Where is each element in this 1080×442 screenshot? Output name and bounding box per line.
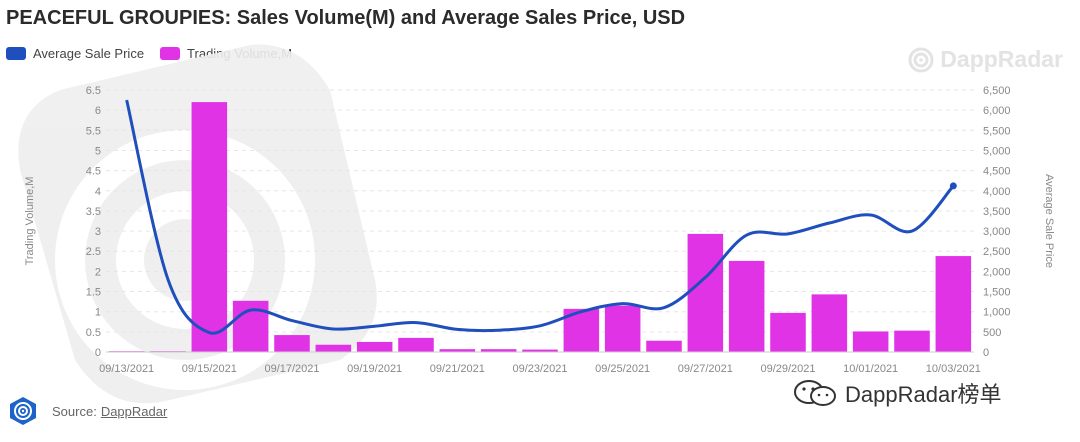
right-tick-label: 0 <box>983 347 989 359</box>
right-tick-label: 5,000 <box>983 145 1011 157</box>
legend-label-price: Average Sale Price <box>33 46 145 61</box>
wechat-watermark: DappRadar榜单 <box>791 377 1002 409</box>
price-end-marker[interactable] <box>949 182 957 190</box>
right-tick-label: 4,000 <box>983 186 1011 198</box>
right-tick-label: 2,500 <box>983 246 1011 258</box>
x-tick-label: 09/25/2021 <box>595 363 650 375</box>
chart-title: PEACEFUL GROUPIES: Sales Volume(M) and A… <box>6 7 686 29</box>
right-tick-label: 3,500 <box>983 206 1011 218</box>
x-tick-label: 09/27/2021 <box>678 363 733 375</box>
volume-bar[interactable] <box>687 233 724 352</box>
volume-bar[interactable] <box>646 340 682 352</box>
volume-bar[interactable] <box>811 294 848 352</box>
right-tick-label: 5,500 <box>983 125 1011 137</box>
x-tick-label: 09/15/2021 <box>182 363 237 375</box>
x-tick-label: 09/23/2021 <box>512 363 567 375</box>
dappradar-logo-icon <box>908 47 934 72</box>
source-prefix: Source: <box>52 403 97 419</box>
left-tick-label: 0.5 <box>86 327 101 339</box>
right-tick-label: 2,000 <box>983 266 1011 278</box>
volume-bar[interactable] <box>191 102 228 352</box>
volume-bar[interactable] <box>439 349 476 352</box>
left-tick-label: 1.5 <box>86 287 101 299</box>
left-tick-label: 2.5 <box>86 246 101 258</box>
volume-bar[interactable] <box>728 260 765 352</box>
left-tick-label: 4 <box>95 186 101 198</box>
volume-bar[interactable] <box>522 349 558 352</box>
x-tick-label: 09/21/2021 <box>430 363 485 375</box>
left-tick-label: 3.5 <box>86 206 101 218</box>
right-tick-label: 1,000 <box>983 307 1011 319</box>
left-axis-ticks: 0 0.5 1 1.5 2 2.5 3 3.5 4 4.5 5 5.5 6 6.5 <box>86 85 101 359</box>
wechat-icon <box>794 380 836 406</box>
right-tick-label: 6,000 <box>983 105 1011 117</box>
legend-item-price[interactable]: Average Sale Price <box>6 46 144 61</box>
x-tick-label: 09/17/2021 <box>264 363 319 375</box>
x-tick-label: 09/29/2021 <box>760 363 815 375</box>
price-line-path[interactable] <box>125 99 955 335</box>
right-axis-title: Average Sale Price <box>1043 174 1055 268</box>
x-tick-label: 10/03/2021 <box>926 363 981 375</box>
legend-swatch-volume <box>160 47 181 60</box>
brand-logo: DappRadar <box>908 46 1063 73</box>
left-tick-label: 6 <box>95 105 101 117</box>
volume-bar[interactable] <box>770 312 806 352</box>
left-tick-label: 2 <box>95 266 101 278</box>
source-footer: Source: DappRadar <box>8 396 167 426</box>
volume-bar[interactable] <box>356 341 393 352</box>
volume-bar[interactable] <box>480 349 517 352</box>
watermark-text: DappRadar榜单 <box>845 382 1002 407</box>
volume-bar[interactable] <box>852 331 889 352</box>
left-tick-label: 0 <box>95 347 101 359</box>
volume-bar[interactable] <box>315 344 352 352</box>
volume-bar[interactable] <box>935 256 972 352</box>
right-tick-label: 4,500 <box>983 166 1011 178</box>
volume-bar[interactable] <box>274 335 310 352</box>
right-axis-ticks: 0 500 1,000 1,500 2,000 2,500 3,000 3,500 4,000 4… <box>983 85 1011 359</box>
left-tick-label: 3 <box>95 226 101 238</box>
volume-bar[interactable] <box>604 305 641 352</box>
legend-swatch-price <box>6 47 26 60</box>
dappradar-hex-icon <box>10 397 36 425</box>
x-axis-ticks: 09/13/2021 09/15/2021 09/17/2021 09/19/2021… <box>99 363 981 375</box>
left-axis-title: Trading Volume,M <box>24 177 36 266</box>
volume-bar[interactable] <box>232 300 269 352</box>
right-tick-label: 6,500 <box>983 85 1011 97</box>
left-tick-label: 5.5 <box>86 125 101 137</box>
left-tick-label: 5 <box>95 145 101 157</box>
right-tick-label: 1,500 <box>983 287 1011 299</box>
x-tick-label: 09/13/2021 <box>99 363 154 375</box>
price-line <box>125 99 957 335</box>
left-tick-label: 4.5 <box>86 166 101 178</box>
right-tick-label: 3,000 <box>983 226 1011 238</box>
volume-bar[interactable] <box>398 337 434 352</box>
left-tick-label: 6.5 <box>86 85 101 97</box>
x-tick-label: 09/19/2021 <box>347 363 402 375</box>
source-link[interactable]: DappRadar <box>100 403 168 419</box>
x-tick-label: 10/01/2021 <box>843 363 898 375</box>
volume-bar[interactable] <box>894 330 930 352</box>
brand-name: DappRadar <box>940 46 1063 72</box>
left-tick-label: 1 <box>95 307 101 319</box>
right-tick-label: 500 <box>983 327 1001 339</box>
